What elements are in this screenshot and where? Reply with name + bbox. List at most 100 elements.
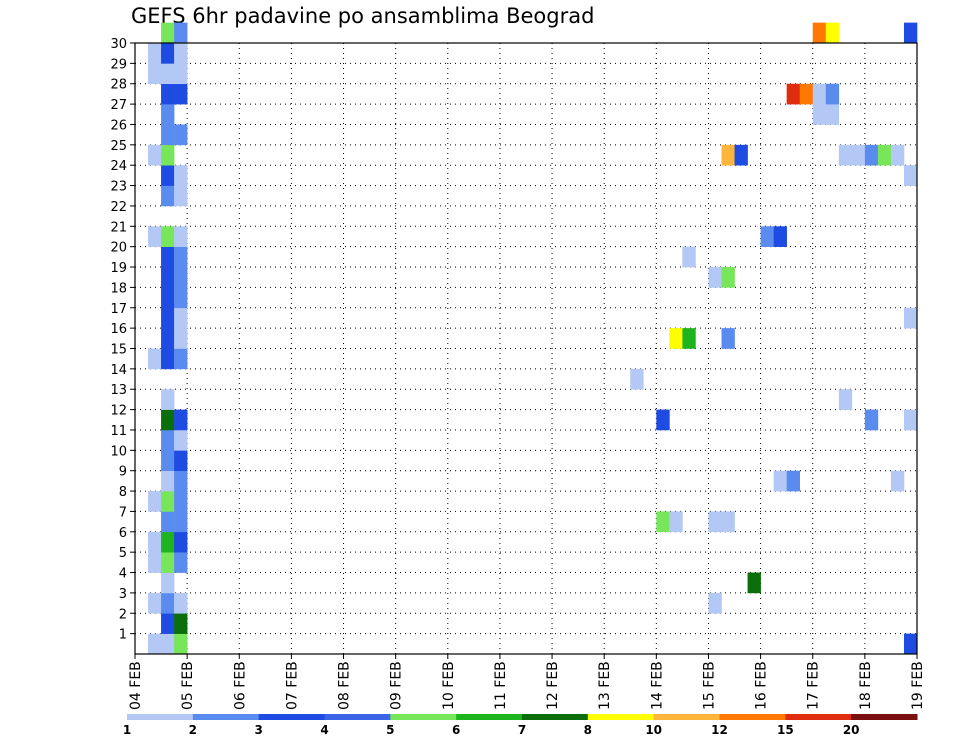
heatmap-cell [682, 328, 696, 349]
y-tick-label: 13 [110, 383, 127, 398]
heatmap-cell [161, 124, 175, 146]
heatmap-cell [174, 491, 188, 512]
y-tick-label: 20 [110, 241, 127, 256]
heatmap-cell [174, 307, 188, 329]
heatmap-cell [721, 328, 735, 349]
y-tick-label: 28 [110, 78, 127, 93]
x-tick-label: 06 FEB [232, 661, 248, 710]
heatmap-cell [161, 531, 175, 553]
x-tick-label: 13 FEB [597, 661, 613, 710]
heatmap-cell [161, 104, 175, 125]
colorbar-segment [456, 714, 523, 720]
x-tick-label: 10 FEB [441, 661, 457, 710]
y-tick-label: 11 [110, 424, 127, 439]
y-tick-label: 14 [110, 363, 127, 378]
heatmap-cell [148, 531, 162, 553]
heatmap-cell [669, 328, 683, 349]
x-tick-label: 05 FEB [180, 661, 196, 710]
heatmap-cell [161, 43, 175, 64]
y-tick-label: 21 [110, 220, 127, 235]
heatmap-cell [148, 552, 162, 573]
heatmap-cell [174, 470, 188, 492]
colorbar-label: 4 [320, 723, 328, 737]
colorbar-label: 6 [452, 723, 460, 737]
y-tick-label: 23 [110, 180, 127, 195]
heatmap-cell [161, 185, 175, 207]
heatmap-cell [721, 144, 735, 166]
heatmap-cell [174, 552, 188, 573]
x-tick-label: 19 FEB [910, 661, 926, 710]
heatmap-cell [174, 633, 188, 655]
y-tick-label: 25 [110, 139, 127, 154]
heatmap-cell [174, 267, 188, 288]
y-tick-label: 29 [110, 57, 127, 72]
heatmap-cell [148, 226, 162, 247]
colorbar-label: 7 [518, 723, 526, 737]
colorbar-label: 5 [386, 723, 394, 737]
heatmap-cell [890, 144, 905, 166]
heatmap-cell [708, 267, 722, 288]
y-tick-label: 12 [110, 404, 127, 419]
heatmap-cell [903, 633, 918, 655]
x-tick-label: 08 FEB [337, 661, 353, 710]
x-tick-label: 11 FEB [493, 661, 509, 710]
heatmap-cell [174, 124, 188, 146]
heatmap-cell [708, 592, 722, 614]
heatmap-cell [148, 63, 162, 85]
heatmap-cell [760, 226, 774, 247]
heatmap-cell [161, 450, 175, 471]
heatmap-cell [174, 43, 188, 64]
y-tick-label: 7 [119, 505, 127, 520]
heatmap-cell [174, 63, 188, 85]
x-tick-label: 12 FEB [545, 661, 561, 710]
heatmap-cell [721, 511, 735, 533]
heatmap-cell [161, 226, 175, 247]
colorbar-label: 10 [645, 723, 662, 737]
heatmap-cell [812, 104, 827, 125]
colorbar-segment [258, 714, 325, 720]
y-tick-label: 5 [119, 546, 127, 561]
heatmap-cell [161, 22, 175, 44]
heatmap-cell [174, 409, 188, 431]
heatmap-cell [903, 22, 918, 44]
colorbar-segment [127, 714, 194, 720]
x-tick-label: 04 FEB [128, 661, 144, 710]
colorbar-segment [192, 714, 260, 720]
heatmap-cell [838, 389, 853, 410]
y-tick-label: 27 [110, 98, 127, 113]
x-tick-label: 14 FEB [649, 661, 665, 710]
heatmap-cell [174, 531, 188, 553]
heatmap-cell [161, 429, 175, 451]
colorbar-segment [851, 714, 918, 720]
heatmap-cell [174, 22, 188, 44]
y-tick-label: 2 [119, 607, 127, 622]
colorbar-segment [719, 714, 786, 720]
heatmap-cell [161, 409, 175, 431]
heatmap-cell [174, 246, 188, 268]
x-tick-label: 16 FEB [754, 661, 770, 710]
heatmap-cell [174, 226, 188, 247]
colorbar-label: 3 [254, 723, 262, 737]
y-tick-label: 6 [119, 526, 127, 541]
heatmap-cell [838, 144, 853, 166]
y-tick-label: 22 [110, 200, 127, 215]
heatmap-cell [174, 165, 188, 186]
heatmap-cell [161, 63, 175, 85]
colorbar-segment [390, 714, 457, 720]
heatmap-cell [799, 83, 814, 105]
y-tick-label: 18 [110, 281, 127, 296]
heatmap-cell [825, 83, 840, 105]
y-tick-label: 24 [110, 159, 127, 174]
x-tick-label: 09 FEB [389, 661, 405, 710]
heatmap-cell [903, 409, 918, 431]
heatmap-cell [174, 592, 188, 614]
heatmap-cell [148, 592, 162, 614]
heatmap-cell [669, 511, 683, 533]
heatmap-cell [656, 409, 670, 431]
heatmap-cell [734, 144, 748, 166]
heatmap-cell [786, 83, 800, 105]
heatmap-cell [825, 22, 840, 44]
heatmap-cell [773, 470, 787, 492]
heatmap-cell [161, 348, 175, 370]
heatmap-cell [161, 267, 175, 288]
